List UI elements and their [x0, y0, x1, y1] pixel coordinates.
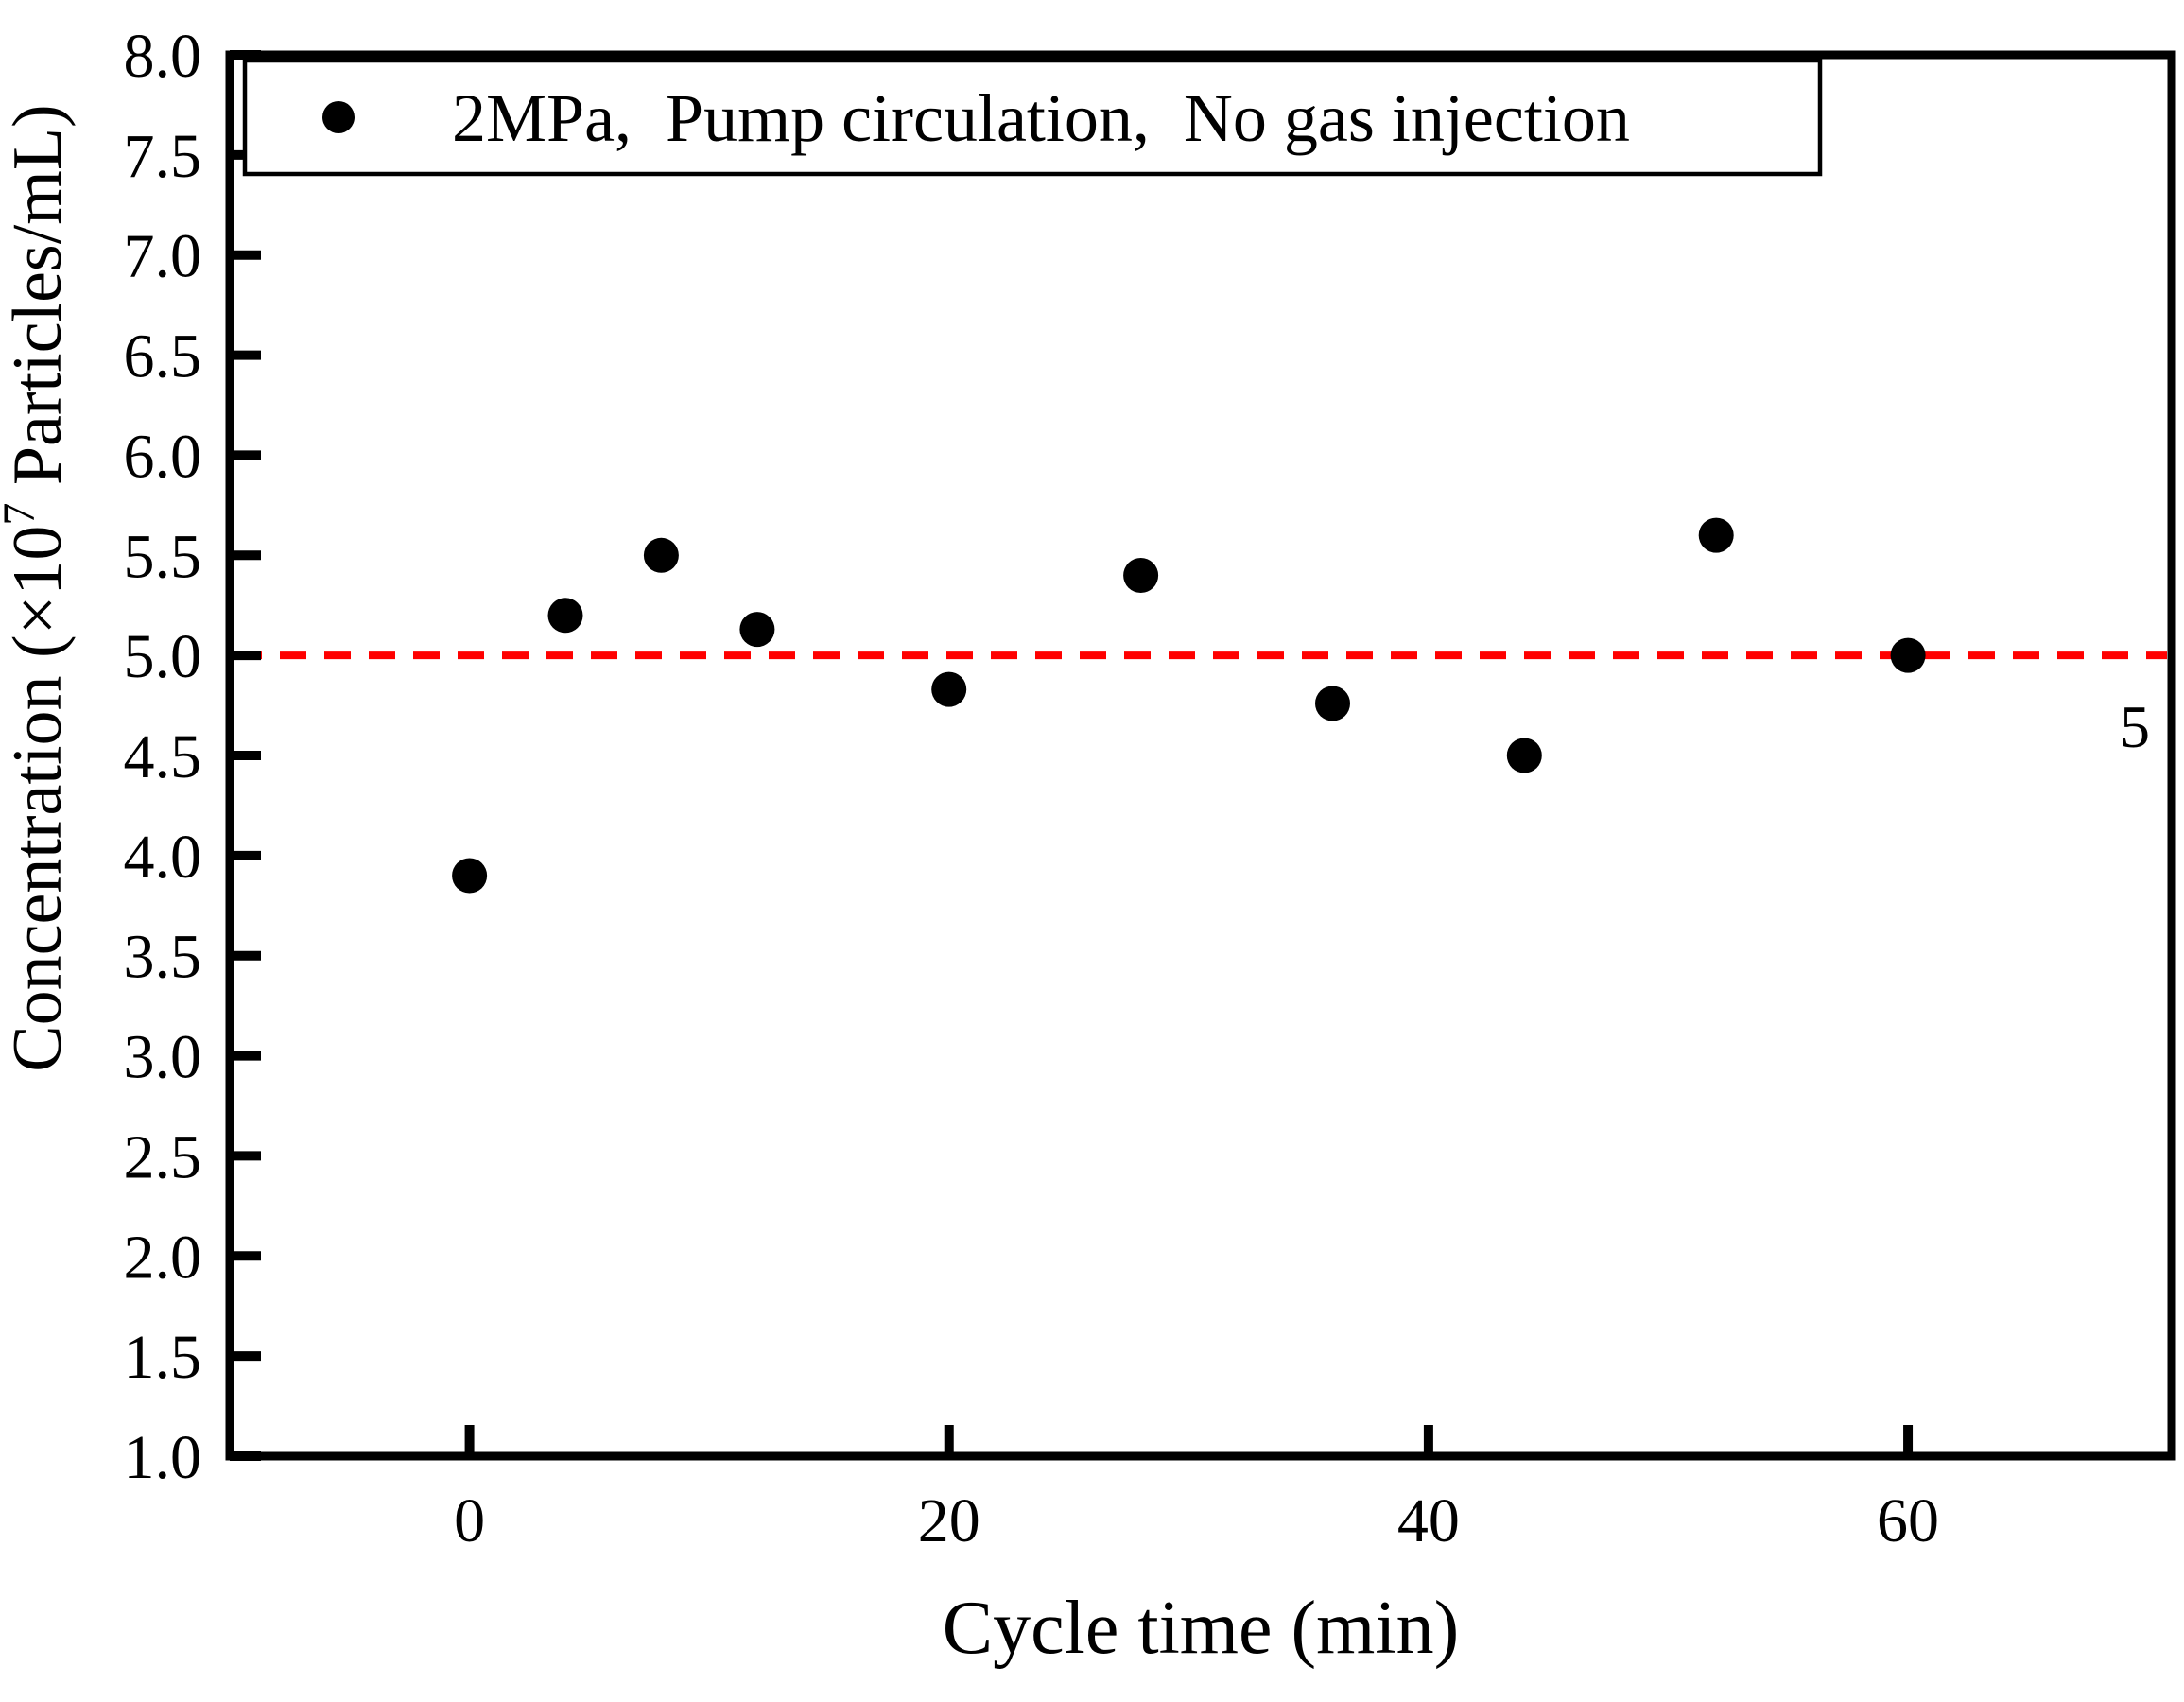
y-tick-label: 2.5	[124, 1122, 202, 1191]
y-tick-label: 1.5	[124, 1323, 202, 1392]
y-tick-label: 5.5	[124, 522, 202, 591]
data-point	[931, 671, 967, 707]
x-tick-label: 20	[918, 1486, 980, 1555]
reference-line-label: 5	[2120, 693, 2150, 760]
legend-label: 2MPa, Pump circulation, No gas injection	[452, 80, 1630, 156]
x-axis-title: Cycle time (min)	[943, 1587, 1460, 1670]
data-point	[547, 598, 583, 634]
y-tick-label: 8.0	[124, 22, 202, 91]
x-tick-label: 0	[454, 1486, 485, 1555]
y-tick-label: 2.0	[124, 1223, 202, 1292]
data-point	[452, 858, 488, 894]
x-tick-label: 40	[1397, 1486, 1460, 1555]
plot-frame	[225, 50, 2176, 1461]
y-tick-label: 3.5	[124, 923, 202, 992]
data-point	[1890, 637, 1926, 673]
legend-box	[242, 58, 1823, 177]
data-point	[1698, 517, 1734, 553]
y-tick-label: 3.0	[124, 1023, 202, 1092]
y-tick-label: 6.0	[124, 422, 202, 491]
data-point	[739, 612, 775, 648]
legend-marker-circle-icon	[322, 101, 355, 133]
data-point	[643, 537, 679, 573]
y-tick-label: 6.5	[124, 322, 202, 391]
y-tick-label: 4.0	[124, 823, 202, 892]
y-tick-label: 7.5	[124, 122, 202, 191]
y-axis-title: Concentration (×107 Particles/mL)	[0, 104, 77, 1071]
data-point	[1506, 738, 1542, 773]
y-tick-label: 1.0	[124, 1423, 202, 1492]
legend: 2MPa, Pump circulation, No gas injection	[242, 58, 1823, 177]
y-tick-label: 7.0	[124, 222, 202, 291]
y-tick-label: 5.0	[124, 622, 202, 691]
data-point	[1123, 558, 1159, 593]
data-point	[1315, 686, 1350, 721]
y-tick-label: 4.5	[124, 722, 202, 791]
x-tick-label: 60	[1877, 1486, 1939, 1555]
